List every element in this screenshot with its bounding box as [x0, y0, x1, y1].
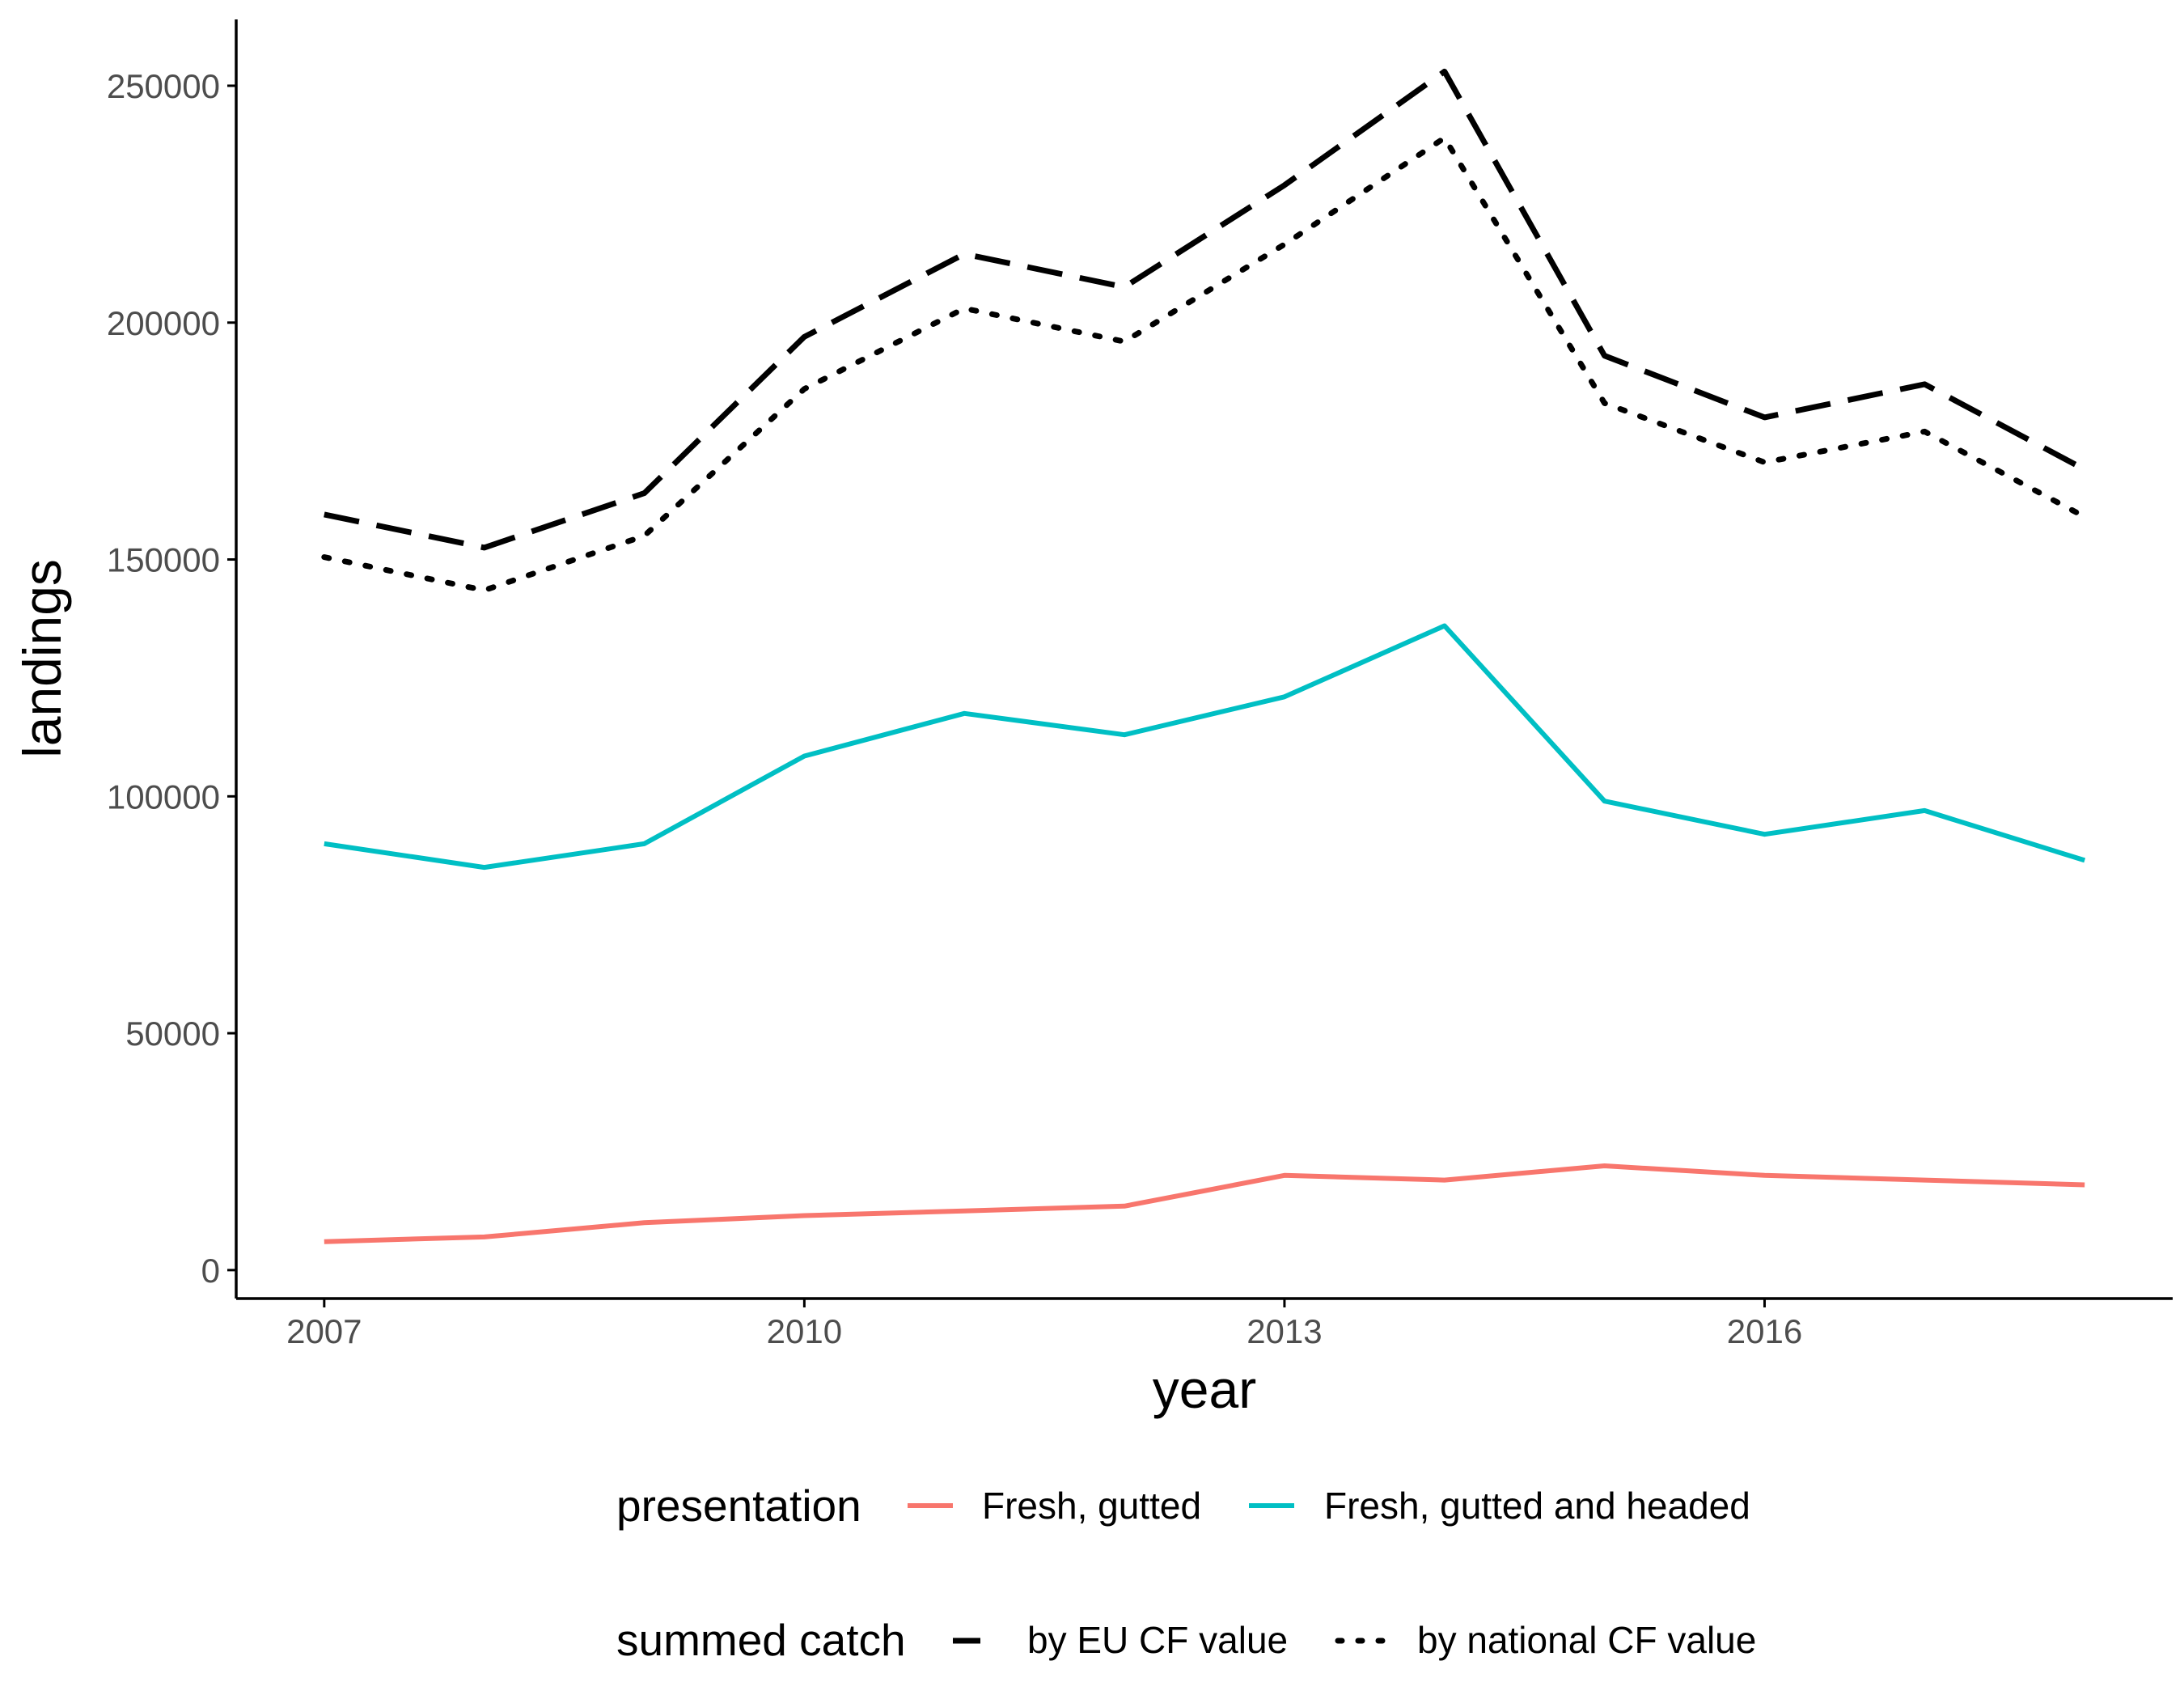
y-axis-title: landings: [12, 559, 72, 758]
x-tick-label: 2007: [286, 1312, 362, 1350]
series-line-by-eu-cf-value: [324, 68, 2086, 551]
y-tick-label: 50000: [125, 1015, 220, 1053]
y-tick-label: 200000: [107, 304, 220, 342]
x-axis-title: year: [1153, 1359, 1256, 1419]
x-tick-label: 2013: [1246, 1312, 1322, 1350]
y-tick-label: 0: [201, 1252, 220, 1290]
x-axis-ticks: 2007 2010 2013 2016: [286, 1299, 1802, 1350]
legend-label-fresh-gutted-and-headed: Fresh, gutted and headed: [1324, 1485, 1750, 1527]
x-tick-label: 2010: [767, 1312, 842, 1350]
x-tick-label: 2016: [1727, 1312, 1802, 1350]
legend-summed-catch: summed catch by EU CF value by national …: [616, 1615, 1756, 1665]
legend-title-summed-catch: summed catch: [616, 1615, 906, 1665]
y-axis-ticks: 0 50000 100000 150000 200000 250000: [107, 67, 236, 1290]
legend-presentation: presentation Fresh, gutted Fresh, gutted…: [616, 1481, 1750, 1531]
y-tick-label: 150000: [107, 541, 220, 579]
legend-label-eu-cf: by EU CF value: [1027, 1619, 1288, 1661]
series-lines: [321, 68, 2088, 1244]
y-tick-label: 250000: [107, 67, 220, 105]
series-line-fresh-gutted: [324, 1163, 2085, 1244]
series-line-fresh-gutted-and-headed: [324, 623, 2086, 871]
series-line-by-national-cf-value: [321, 134, 2088, 594]
legend-label-fresh-gutted: Fresh, gutted: [982, 1485, 1201, 1527]
legend-title-presentation: presentation: [616, 1481, 861, 1531]
y-tick-label: 100000: [107, 777, 220, 816]
legend-label-national-cf: by national CF value: [1417, 1619, 1756, 1661]
